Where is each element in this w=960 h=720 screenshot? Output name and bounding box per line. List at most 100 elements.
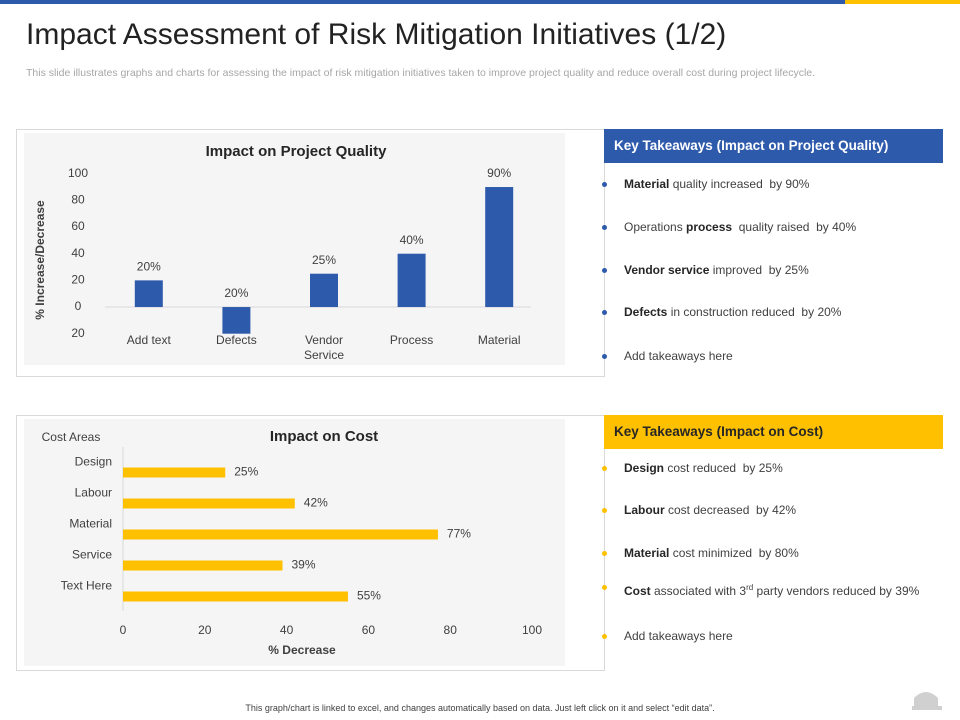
y-tick-label: 0: [75, 299, 82, 313]
top-bar-yellow: [845, 0, 960, 4]
x-tick-label: 20: [198, 623, 212, 637]
takeaway-text: cost minimized by 80%: [669, 546, 799, 560]
takeaway-text: Design: [624, 461, 665, 475]
takeaway-text: party vendors reduced by 39%: [753, 584, 920, 598]
x-tick-label: 80: [444, 623, 458, 637]
takeaway-text: Vendor service: [624, 263, 710, 277]
takeaway-text: Labour: [624, 503, 665, 517]
takeaway-text: Add takeaways here: [624, 629, 733, 643]
bullet: [602, 268, 607, 273]
takeaway-text: in construction reduced by 20%: [667, 305, 842, 319]
y-tick-label: 20: [71, 273, 85, 287]
y-tick-label: Text Here: [61, 579, 113, 593]
x-tick-label-box: Material: [477, 333, 521, 347]
x-tick-label: 40: [280, 623, 294, 637]
takeaway-heading: Key Takeaways (Impact on Project Quality…: [604, 129, 943, 163]
data-label: 40%: [400, 233, 424, 247]
bar: [397, 253, 426, 308]
takeaway-item: Defects in construction reduced by 20%: [624, 305, 924, 320]
slide-subtitle: This slide illustrates graphs and charts…: [26, 67, 816, 79]
bar: [310, 273, 338, 308]
takeaway-item: Design cost reduced by 25%: [624, 461, 924, 476]
x-tick-label: Defects: [216, 333, 257, 347]
bullet: [602, 585, 607, 590]
bar: [123, 529, 438, 540]
bullet: [602, 182, 607, 187]
bullet: [602, 551, 607, 556]
x-tick-label: 100: [522, 623, 542, 637]
slide-title: Impact Assessment of Risk Mitigation Ini…: [26, 18, 727, 51]
data-label: 20%: [137, 260, 161, 274]
x-tick-label: Process: [389, 333, 434, 347]
takeaway-item: Add takeaways here: [624, 629, 924, 644]
y-tick-label: Service: [72, 548, 112, 562]
y-tick-label: Labour: [75, 486, 112, 500]
x-tick-label: Material: [477, 333, 521, 347]
data-label: 42%: [304, 496, 328, 510]
takeaway-text: quality increased by 90%: [669, 177, 810, 191]
x-tick-label: Add text: [126, 333, 171, 347]
y-tick-label: Design: [75, 455, 112, 469]
data-label: 77%: [447, 527, 471, 541]
chart-title: Impact on Project Quality: [206, 143, 388, 160]
x-tick-label: 0: [120, 623, 127, 637]
x-tick-label-box: Process: [389, 333, 434, 347]
panel-bg: [24, 419, 565, 666]
takeaway-text: associated with 3: [650, 584, 747, 598]
takeaway-text: cost decreased by 42%: [664, 503, 797, 517]
top-bar-blue: [0, 0, 845, 4]
bullet: [602, 225, 607, 230]
x-tick-label-box: Defects: [216, 333, 257, 347]
bullet: [602, 508, 607, 513]
data-label: 25%: [312, 253, 336, 267]
chart-title: Impact on Cost: [270, 428, 378, 445]
data-label: 90%: [487, 166, 511, 180]
y-tick-label: Material: [69, 517, 112, 531]
data-label: 25%: [234, 465, 258, 479]
takeaway-item: Operations process quality raised by 40%: [624, 220, 924, 235]
takeaway-item: Vendor service improved by 25%: [624, 263, 924, 278]
takeaway-text: Material: [624, 546, 670, 560]
logo-icon: [912, 692, 942, 710]
bar: [222, 307, 251, 334]
x-tick-label: 60: [362, 623, 376, 637]
bullet: [602, 634, 607, 639]
x-tick-label-box: Add text: [126, 333, 171, 347]
y-tick-label: 100: [68, 166, 88, 180]
takeaway-text: Defects: [624, 305, 668, 319]
takeaway-text: Material: [624, 177, 670, 191]
data-label: 39%: [292, 558, 316, 572]
y-tick-label: 20: [71, 326, 85, 340]
takeaway-item: Material cost minimized by 80%: [624, 546, 924, 561]
panel-bg: [24, 133, 565, 365]
takeaway-text: Operations: [624, 220, 687, 234]
x-tick-label: Vendor Service: [303, 333, 344, 362]
takeaway-text: Add takeaways here: [624, 349, 733, 363]
y-axis-title: Cost Areas: [42, 430, 101, 444]
takeaway-text: improved by 25%: [709, 263, 809, 277]
y-tick-label: 80: [71, 193, 85, 207]
bar: [485, 187, 514, 308]
takeaway-item: Labour cost decreased by 42%: [624, 503, 924, 518]
takeaway-text: process: [686, 220, 733, 234]
y-axis-title: % Increase/Decrease: [33, 200, 47, 320]
bar: [123, 498, 295, 509]
takeaway-item: Cost associated with 3rd party vendors r…: [624, 580, 924, 599]
footer-note: This graph/chart is linked to excel, and…: [245, 703, 715, 713]
bullet: [602, 466, 607, 471]
data-label: 55%: [357, 589, 381, 603]
takeaway-text: cost reduced by 25%: [664, 461, 783, 475]
takeaway-item: Material quality increased by 90%: [624, 177, 924, 192]
bar: [134, 280, 163, 308]
bar: [123, 591, 348, 602]
takeaway-text: rd: [746, 583, 754, 592]
takeaway-item: Add takeaways here: [624, 349, 924, 364]
y-tick-label: 40: [71, 246, 85, 260]
takeaway-heading: Key Takeaways (Impact on Cost): [604, 415, 943, 449]
bullet: [602, 354, 607, 359]
y-tick-label: 60: [71, 219, 85, 233]
x-tick-label-box: Vendor Service: [303, 333, 344, 362]
takeaway-text: Cost: [624, 584, 651, 598]
